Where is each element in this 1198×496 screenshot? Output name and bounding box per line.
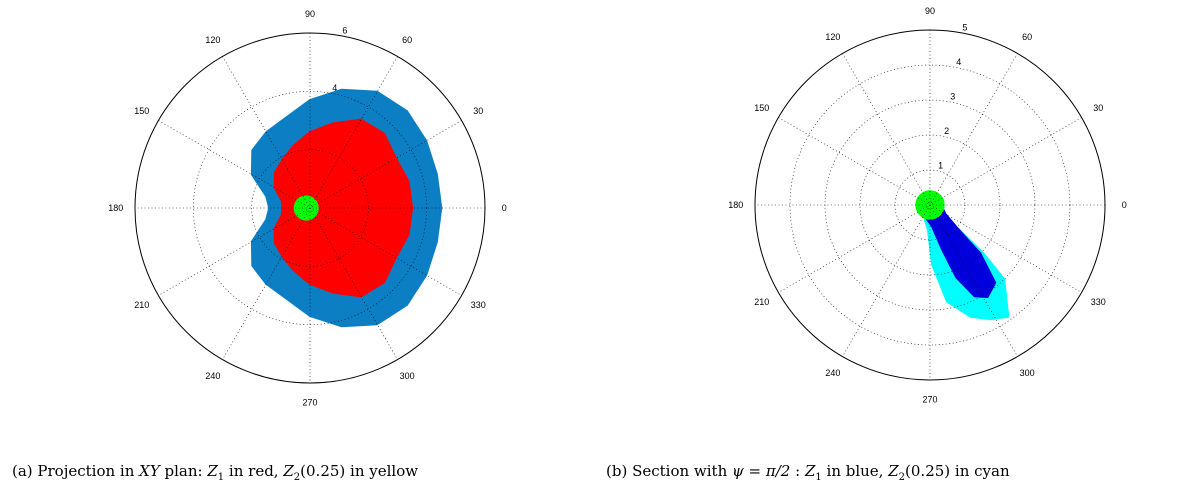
spoke-150 [778, 117, 1082, 293]
panel-a: 0 30 60 90 120 150 180 210 240 270 300 330 4 6 (a) Pr… [12, 9, 507, 483]
angle-label-180: 180 [108, 203, 123, 213]
angle-label-210: 210 [134, 300, 149, 310]
radius-label-1: 1 [938, 161, 943, 171]
angle-label-120: 120 [825, 32, 840, 42]
angle-label-30: 30 [473, 106, 483, 116]
radius-label-2: 2 [944, 126, 949, 136]
caption-b-z1: Z [804, 462, 816, 480]
angle-label-150: 150 [134, 106, 149, 116]
angle-label-60: 60 [402, 35, 412, 45]
polar-plot-a: 0 30 60 90 120 150 180 210 240 270 300 330 4 6 [108, 9, 507, 408]
angle-label-0: 0 [502, 203, 507, 213]
radius-label-4: 4 [332, 83, 337, 93]
angle-label-330: 330 [471, 300, 486, 310]
caption-b-z2-text: (0.25) in cyan [905, 462, 1010, 480]
caption-b-z2: Z [888, 462, 899, 480]
caption-a-prefix: (a) Projection in [12, 462, 140, 480]
panel-b: 0 30 60 90 120 150 180 210 240 270 300 330 1 2 3 4 5 (b)… [599, 0, 1198, 496]
caption-a-z1: Z [207, 462, 218, 480]
ring-4 [193, 91, 427, 325]
radius-label-4: 4 [956, 57, 961, 67]
caption-b: (b) Section with ψ = π/2 : Z1 in blue, Z… [606, 462, 1010, 483]
angle-label-90: 90 [305, 9, 315, 19]
caption-a-plane: XY [139, 462, 160, 480]
caption-b-psi: ψ = π/2 [732, 462, 791, 480]
angle-label-30: 30 [1093, 103, 1103, 113]
angle-label-330: 330 [1091, 297, 1106, 307]
angle-label-60: 60 [1022, 32, 1032, 42]
angle-label-120: 120 [205, 35, 220, 45]
angle-label-240: 240 [825, 368, 840, 378]
caption-a-z1-sub: 1 [217, 472, 225, 483]
caption-b-prefix: (b) Section with [606, 462, 733, 480]
caption-b-z2-sub: 2 [898, 472, 906, 483]
angle-label-180: 180 [728, 200, 743, 210]
polar-plot-b: 0 30 60 90 120 150 180 210 240 270 300 330 1 2 3 4 5 [728, 6, 1127, 405]
spoke-150 [158, 120, 462, 296]
ring-2 [251, 149, 369, 267]
caption-a-z2: Z [283, 462, 294, 480]
caption-a-mid: plan: [159, 462, 208, 480]
angle-label-270: 270 [302, 397, 317, 407]
caption-a-z2-text: (0.25) in yellow [300, 462, 419, 480]
radius-label-3: 3 [950, 92, 955, 102]
angle-label-150: 150 [754, 103, 769, 113]
angle-label-210: 210 [754, 297, 769, 307]
angle-label-240: 240 [205, 371, 220, 381]
angle-label-90: 90 [925, 6, 935, 16]
caption-b-z1-sub: 1 [815, 472, 822, 483]
caption-b-mid: : [790, 462, 805, 480]
caption-a-z2-sub: 2 [293, 472, 301, 483]
caption-b-z1-text: in blue, [821, 462, 889, 480]
caption-a: (a) Projection in XY plan: Z1 in red, Z2… [12, 462, 418, 483]
caption-a-z1-text: in red, [224, 462, 284, 480]
radius-label-6: 6 [342, 26, 347, 36]
angle-label-300: 300 [400, 371, 415, 381]
angle-label-270: 270 [922, 394, 937, 404]
angle-label-0: 0 [1122, 200, 1127, 210]
angle-label-300: 300 [1020, 368, 1035, 378]
radius-label-5: 5 [962, 23, 967, 33]
